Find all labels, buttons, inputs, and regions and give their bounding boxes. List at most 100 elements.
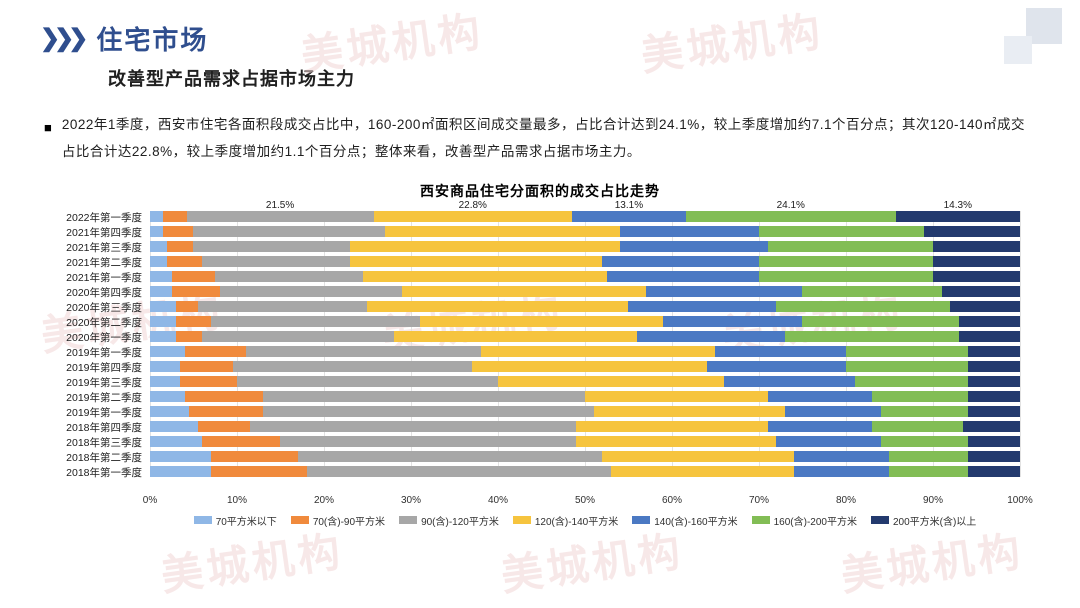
bar-segment [385,226,620,237]
bar-segment [724,376,855,387]
bar-row [150,331,1020,342]
y-category-label: 2021年第二季度 [66,255,142,270]
y-category-label: 2019年第三季度 [66,375,142,390]
bar-segment [881,436,968,447]
legend-label: 140(含)-160平方米 [654,513,737,528]
y-category-label: 2021年第四季度 [66,225,142,240]
chart-bars [150,211,1020,477]
x-tick-label: 80% [836,495,856,506]
bar-segment [968,391,1020,402]
bar-segment [202,331,393,342]
bar-segment [167,241,193,252]
bar-segment [220,286,403,297]
x-tick-label: 10% [227,495,247,506]
bar-segment [185,391,263,402]
y-category-label: 2018年第二季度 [66,450,142,465]
page-title: 住宅市场 [96,20,208,57]
bar-segment [420,316,664,327]
legend-item: 140(含)-160平方米 [632,513,737,527]
bar-segment [150,406,189,417]
bar-segment [776,436,880,447]
bar-segment [150,376,180,387]
bar-segment [950,301,1020,312]
bar-segment [189,406,263,417]
bar-segment [896,211,1020,222]
bar-segment [198,421,250,432]
bar-segment [394,331,638,342]
legend-label: 70(含)-90平方米 [313,513,385,528]
bar-segment [263,391,585,402]
bar-segment [959,331,1020,342]
x-tick-label: 90% [923,495,943,506]
bar-segment [172,286,220,297]
bar-segment [150,451,211,462]
x-tick-label: 60% [662,495,682,506]
bar-segment [602,256,759,267]
bar-row [150,421,1020,432]
bar-segment [150,466,211,477]
bar-segment [280,436,576,447]
bar-row [150,226,1020,237]
bar-segment [211,466,307,477]
header: ❯❯❯ 住宅市场 改善型产品需求占据市场主力 [0,0,1080,97]
chart-title: 西安商品住宅分面积的成交占比走势 [40,181,1040,201]
bar-segment [924,226,1020,237]
bar-segment [715,346,846,357]
bar-row [150,391,1020,402]
bar-segment [163,211,186,222]
bar-segment [167,256,202,267]
bar-segment [637,331,785,342]
bar-segment [881,406,968,417]
bar-segment [794,451,890,462]
legend-swatch [632,516,650,524]
bar-segment [968,466,1020,477]
bar-segment [198,301,368,312]
bar-row [150,406,1020,417]
value-label: 13.1% [615,200,643,211]
legend-label: 160(含)-200平方米 [774,513,857,528]
bar-segment [402,286,646,297]
bar-segment [759,226,924,237]
y-category-label: 2020年第三季度 [66,300,142,315]
bar-row [150,376,1020,387]
legend-swatch [871,516,889,524]
bar-segment [163,226,193,237]
watermark: 美城机构 [157,517,348,603]
y-category-label: 2019年第一季度 [66,405,142,420]
bar-segment [646,286,803,297]
bar-segment [211,316,420,327]
legend-swatch [752,516,770,524]
bar-segment [768,421,872,432]
legend-item: 90(含)-120平方米 [399,513,499,527]
y-category-label: 2018年第四季度 [66,420,142,435]
bar-segment [776,301,950,312]
bar-segment [150,241,167,252]
bar-segment [150,226,163,237]
bar-segment [150,436,202,447]
y-axis-labels: 2022年第一季度2021年第四季度2021年第三季度2021年第二季度2021… [40,211,146,477]
bar-segment [481,346,716,357]
y-category-label: 2018年第一季度 [66,465,142,480]
bar-row [150,316,1020,327]
chart-legend: 70平方米以下70(含)-90平方米90(含)-120平方米120(含)-140… [150,513,1020,527]
gridline [1020,211,1021,477]
bar-segment [959,316,1020,327]
bar-segment [889,451,967,462]
x-tick-label: 0% [143,495,157,506]
bar-segment [620,241,768,252]
bar-segment [785,406,881,417]
bar-row [150,286,1020,297]
bar-segment [150,256,167,267]
y-category-label: 2020年第四季度 [66,285,142,300]
y-category-label: 2018年第三季度 [66,435,142,450]
bar-segment [585,391,768,402]
bar-segment [150,316,176,327]
bar-segment [150,301,176,312]
bar-segment [176,331,202,342]
legend-item: 120(含)-140平方米 [513,513,618,527]
x-tick-label: 70% [749,495,769,506]
y-category-label: 2022年第一季度 [66,210,142,225]
bar-segment [211,451,298,462]
bar-segment [576,436,776,447]
bar-segment [889,466,967,477]
